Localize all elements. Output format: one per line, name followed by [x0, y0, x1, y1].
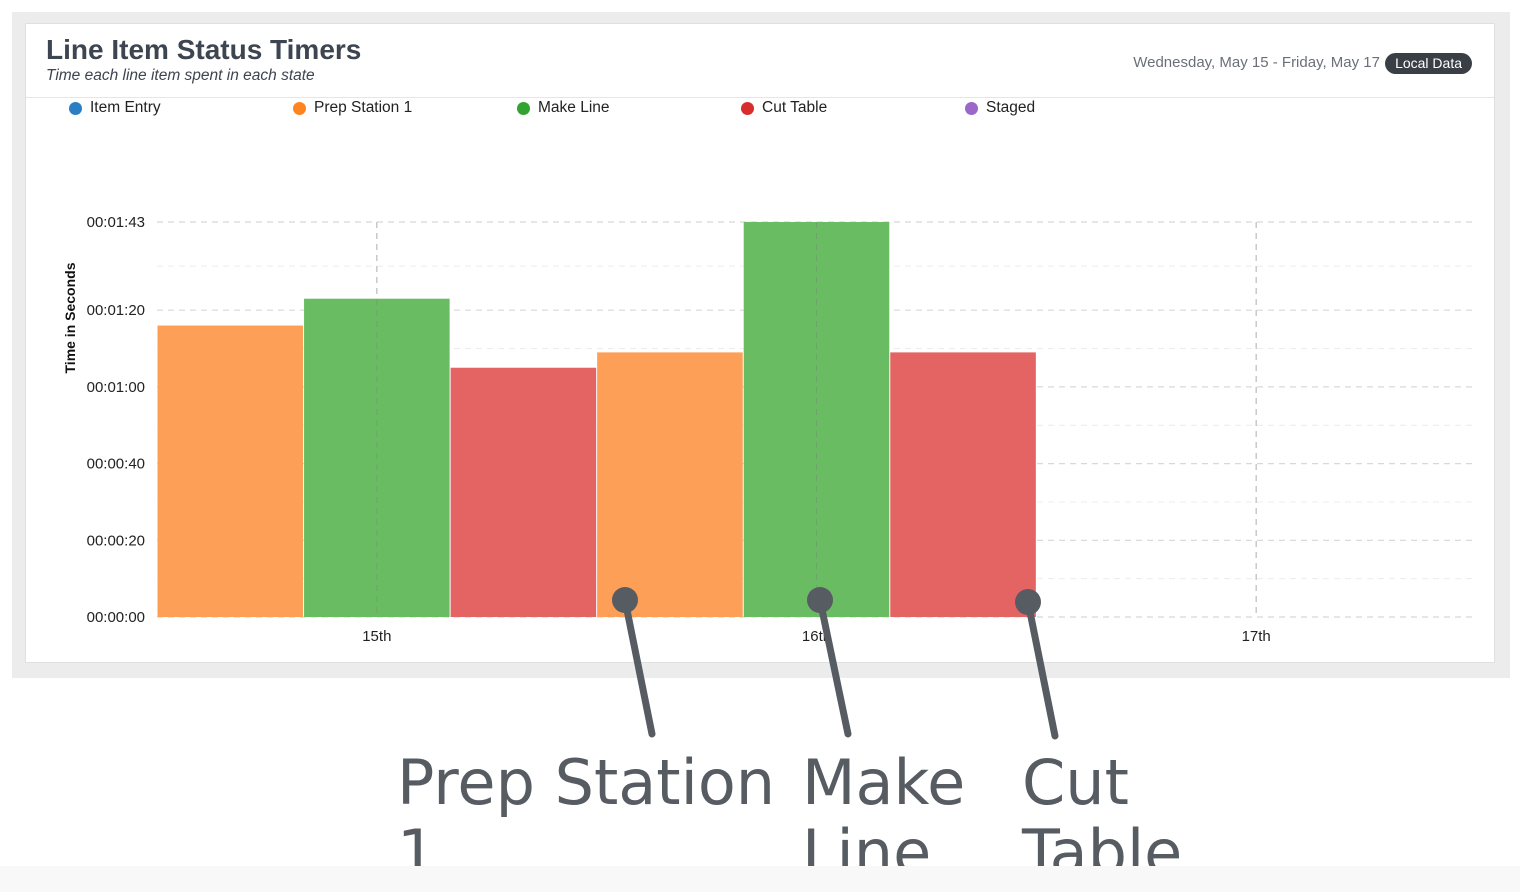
chart-subtitle: Time each line item spent in each state — [46, 67, 315, 84]
y-tick-label: 00:01:20 — [87, 302, 145, 319]
callout-pointer-make-line — [816, 596, 852, 738]
y-tick-label: 00:01:00 — [87, 379, 145, 396]
callout-pointer-prep-station-dot — [612, 587, 638, 613]
legend-label: Cut Table — [762, 99, 828, 116]
chart-title: Line Item Status Timers — [46, 34, 362, 65]
callout-pointer-cut-table-dot — [1015, 589, 1041, 615]
legend-label: Staged — [986, 99, 1036, 116]
callout-pointer-cut-table — [1024, 598, 1059, 740]
bar-cut-table-15th — [450, 367, 597, 617]
callout-pointer-make-line-dot — [807, 587, 833, 613]
legend-label: Prep Station 1 — [314, 99, 413, 116]
legend-item-staged[interactable]: Staged — [965, 98, 1035, 118]
legend-label: Item Entry — [90, 99, 161, 116]
legend-label: Make Line — [538, 99, 610, 116]
x-tick-label: 17th — [1242, 628, 1271, 645]
bar-prep-station-1-15th — [157, 325, 304, 617]
legend-dot-icon — [293, 101, 306, 115]
bar-make-line-16th — [743, 222, 890, 617]
legend-item-cut-table[interactable]: Cut Table — [741, 98, 827, 118]
bar-cut-table-16th — [890, 352, 1036, 617]
y-tick-label: 00:01:43 — [87, 214, 145, 231]
callout-pointer-prep-station — [621, 596, 656, 738]
bar-make-line-15th — [304, 298, 450, 617]
y-tick-label: 00:00:20 — [87, 532, 145, 549]
legend-dot-icon — [517, 101, 530, 115]
card-header: Line Item Status Timers Time each line i… — [26, 24, 1494, 98]
legend-dot-icon — [741, 101, 754, 115]
x-tick-label: 15th — [362, 628, 391, 645]
y-axis-title: Time in Seconds — [62, 262, 78, 373]
y-tick-label: 00:00:00 — [87, 609, 145, 626]
legend-item-prep-station[interactable]: Prep Station 1 — [293, 98, 412, 118]
y-tick-label: 00:00:40 — [87, 456, 145, 473]
legend-dot-icon — [965, 101, 978, 115]
legend-item-make-line[interactable]: Make Line — [517, 98, 610, 118]
local-data-badge: Local Data — [1385, 53, 1472, 74]
bar-prep-station-1-16th — [597, 352, 743, 617]
bottom-strip — [0, 866, 1520, 892]
legend-dot-icon — [69, 101, 82, 115]
legend-item-entry[interactable]: Item Entry — [69, 98, 161, 118]
date-range[interactable]: Wednesday, May 15 - Friday, May 17 — [1133, 54, 1380, 71]
